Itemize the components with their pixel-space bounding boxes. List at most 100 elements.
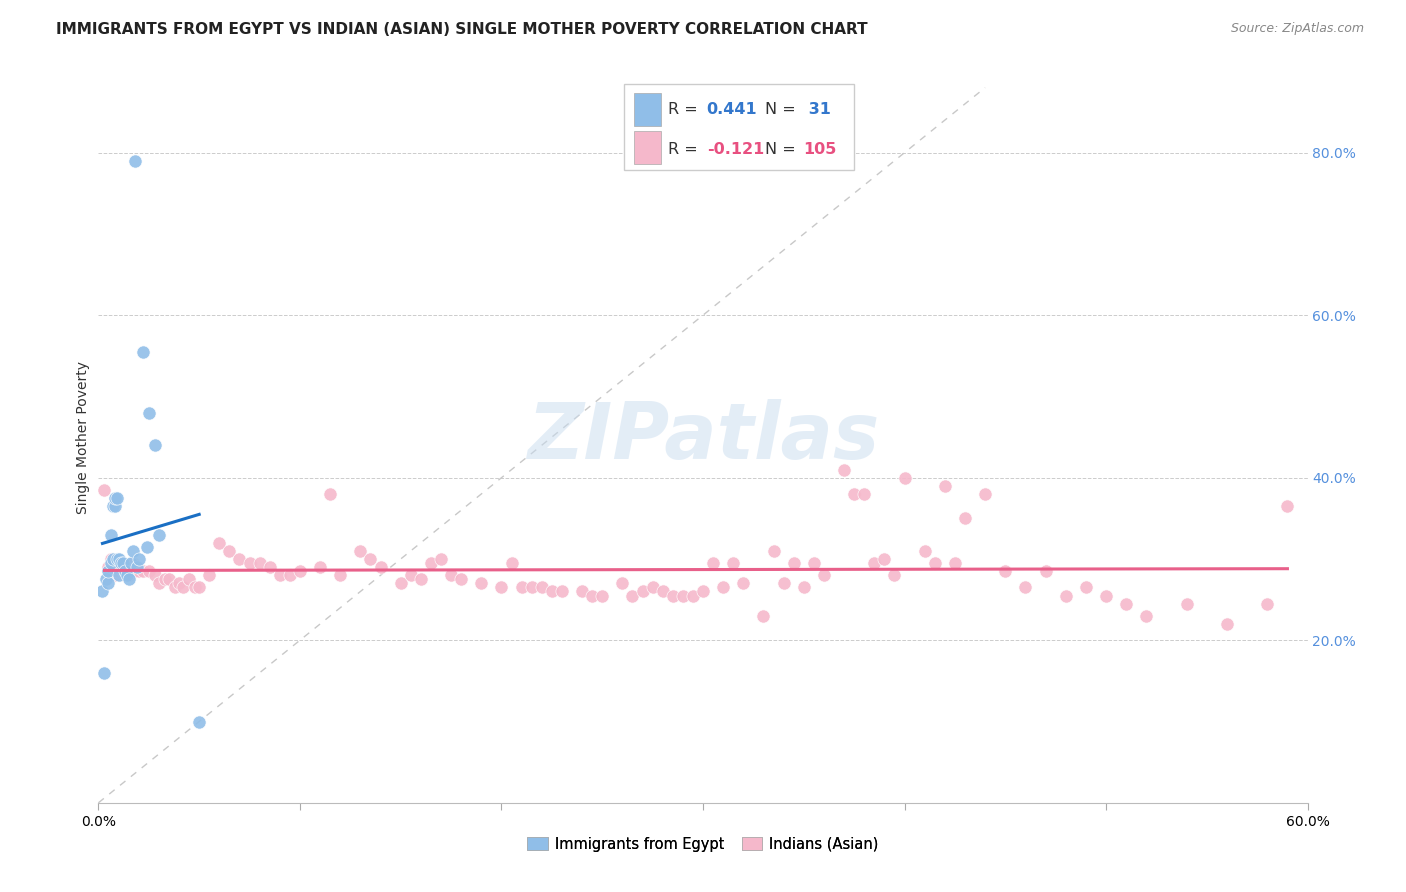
Point <box>1135 608 1157 623</box>
Point <box>1115 597 1137 611</box>
Point <box>153 572 176 586</box>
Point <box>883 568 905 582</box>
Point <box>115 568 138 582</box>
Point <box>132 564 155 578</box>
Point <box>430 552 453 566</box>
Point <box>914 544 936 558</box>
Point <box>107 552 129 566</box>
Point <box>723 556 745 570</box>
Point <box>329 568 352 582</box>
Point <box>148 527 170 541</box>
Point <box>661 589 683 603</box>
Point <box>138 564 160 578</box>
Point <box>101 552 124 566</box>
Point <box>208 535 231 549</box>
Point <box>309 560 332 574</box>
Text: R =: R = <box>668 143 703 157</box>
Point <box>389 576 412 591</box>
Point <box>105 564 128 578</box>
Point <box>853 487 876 501</box>
Point <box>97 576 120 591</box>
Point <box>157 572 180 586</box>
Point <box>167 576 190 591</box>
Point <box>259 560 281 574</box>
Point <box>143 568 166 582</box>
Point <box>121 556 143 570</box>
Point <box>103 568 125 582</box>
Point <box>172 581 194 595</box>
Point <box>934 479 956 493</box>
Point <box>121 544 143 558</box>
Point <box>641 581 664 595</box>
Point <box>111 564 134 578</box>
Legend: Immigrants from Egypt, Indians (Asian): Immigrants from Egypt, Indians (Asian) <box>522 831 884 858</box>
Point <box>110 556 132 570</box>
Point <box>269 568 291 582</box>
Point <box>510 581 533 595</box>
Point <box>218 544 240 558</box>
Text: Source: ZipAtlas.com: Source: ZipAtlas.com <box>1230 22 1364 36</box>
Point <box>148 576 170 591</box>
Point <box>1175 597 1198 611</box>
Text: R =: R = <box>668 102 703 117</box>
Point <box>118 572 141 586</box>
Point <box>752 608 775 623</box>
Point <box>420 556 443 570</box>
Point <box>100 527 122 541</box>
FancyBboxPatch shape <box>624 84 855 170</box>
Point <box>128 564 150 578</box>
Point <box>124 153 146 168</box>
Point <box>530 581 553 595</box>
Point <box>97 564 120 578</box>
Point <box>924 556 946 570</box>
Point <box>672 589 695 603</box>
Point <box>692 584 714 599</box>
Point <box>239 556 262 570</box>
Point <box>470 576 492 591</box>
Point <box>163 581 186 595</box>
Point <box>501 556 523 570</box>
Point <box>1256 597 1278 611</box>
Text: IMMIGRANTS FROM EGYPT VS INDIAN (ASIAN) SINGLE MOTHER POVERTY CORRELATION CHART: IMMIGRANTS FROM EGYPT VS INDIAN (ASIAN) … <box>56 22 868 37</box>
Point <box>702 556 724 570</box>
Point <box>953 511 976 525</box>
Point <box>540 584 562 599</box>
Point <box>651 584 673 599</box>
Point <box>1035 564 1057 578</box>
Point <box>682 589 704 603</box>
Point <box>711 581 734 595</box>
Y-axis label: Single Mother Poverty: Single Mother Poverty <box>76 360 90 514</box>
Point <box>249 556 271 570</box>
Point <box>450 572 472 586</box>
Point <box>125 560 148 574</box>
Point <box>863 556 886 570</box>
Point <box>591 589 613 603</box>
FancyBboxPatch shape <box>634 130 661 164</box>
Point <box>1014 581 1036 595</box>
Point <box>188 714 211 729</box>
Point <box>1216 617 1239 632</box>
Point <box>96 572 118 586</box>
Point <box>184 581 207 595</box>
Text: ZIPatlas: ZIPatlas <box>527 399 879 475</box>
Point <box>399 568 422 582</box>
Point <box>520 581 543 595</box>
Point <box>288 564 311 578</box>
Text: 31: 31 <box>803 102 831 117</box>
Point <box>1054 589 1077 603</box>
Point <box>93 483 115 497</box>
Point <box>873 552 896 566</box>
Point <box>143 438 166 452</box>
Point <box>124 564 146 578</box>
Point <box>101 564 124 578</box>
Point <box>360 552 382 566</box>
Point <box>105 552 128 566</box>
Point <box>813 568 835 582</box>
Point <box>793 581 815 595</box>
Point <box>97 560 120 574</box>
Point <box>943 556 966 570</box>
Point <box>974 487 997 501</box>
Point <box>118 568 141 582</box>
Point <box>612 576 634 591</box>
Point <box>551 584 574 599</box>
